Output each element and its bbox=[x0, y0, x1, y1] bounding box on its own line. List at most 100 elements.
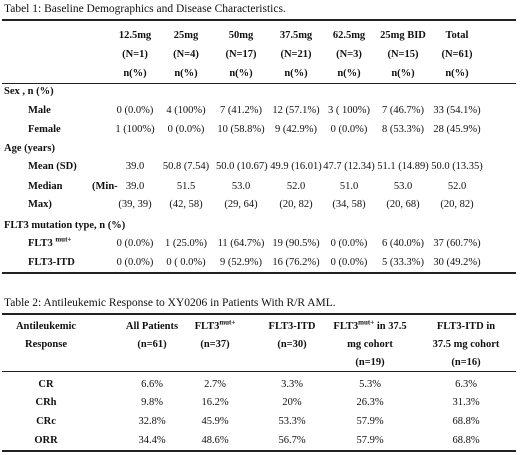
row-label: ORR bbox=[34, 435, 58, 446]
row-label: CRh bbox=[35, 397, 57, 408]
col-header-unit: n(%) bbox=[337, 68, 361, 79]
col-header-n: (N=17) bbox=[225, 49, 257, 60]
col-header-unit: n(%) bbox=[445, 68, 469, 79]
sex-section-label: Sex , n (%) bbox=[4, 86, 54, 97]
col-header-unit: n(%) bbox=[123, 68, 147, 79]
table1-caption: Tabel 1: Baseline Demographics and Disea… bbox=[4, 3, 286, 15]
col-header-dose: Total bbox=[445, 30, 469, 41]
table-cell: 53.0 bbox=[231, 181, 251, 192]
table-cell: 0 (0.0%) bbox=[116, 105, 154, 116]
col-header-unit: n(%) bbox=[229, 68, 253, 79]
table-cell: 5.3% bbox=[359, 379, 381, 390]
table-cell: 47.7 (12.34) bbox=[323, 161, 375, 172]
table-cell: 26.3% bbox=[356, 397, 384, 408]
table-cell: 50.8 (7.54) bbox=[162, 161, 210, 172]
table2-top-rule bbox=[2, 313, 516, 315]
table-cell: 2.7% bbox=[204, 379, 226, 390]
table-cell: 16.2% bbox=[201, 397, 229, 408]
table-cell: 9.8% bbox=[141, 397, 163, 408]
col-header-n: (N=21) bbox=[280, 49, 312, 60]
table-cell: (39, 39) bbox=[118, 199, 152, 210]
col-header-line1: FLT3-ITD in bbox=[436, 321, 496, 332]
table2-header-rule bbox=[2, 371, 516, 372]
table-cell: 48.6% bbox=[201, 435, 229, 446]
table-cell: 68.8% bbox=[452, 416, 480, 427]
table-cell: 5 (33.3%) bbox=[382, 257, 424, 268]
table-cell: 0 (0.0%) bbox=[330, 124, 368, 135]
col-header-line2: 37.5 mg cohort bbox=[432, 339, 500, 350]
table2-bottom-rule bbox=[2, 450, 516, 452]
table-cell: 51.1 (14.89) bbox=[377, 161, 429, 172]
table-cell: 20% bbox=[282, 397, 302, 408]
row-label: CR bbox=[38, 379, 54, 390]
table2-caption: Table 2: Antileukemic Response to XY0206… bbox=[4, 297, 336, 309]
table-cell: 45.9% bbox=[201, 416, 229, 427]
age-section-label: Age (years) bbox=[4, 143, 56, 154]
col-header-line1: FLT3mut+ bbox=[194, 318, 236, 332]
row-label: CRc bbox=[36, 416, 56, 427]
table-cell: 9 (42.9%) bbox=[275, 124, 317, 135]
col-header-line2: Response bbox=[24, 339, 67, 350]
table-cell: 51.5 bbox=[176, 181, 196, 192]
col-header-line2: (n=61) bbox=[137, 339, 167, 350]
table-cell: (20, 82) bbox=[279, 199, 313, 210]
table-cell: 12 (57.1%) bbox=[272, 105, 320, 116]
row-label-male: Male bbox=[28, 105, 51, 116]
table-cell: 31.3% bbox=[452, 397, 480, 408]
table-cell: 19 (90.5%) bbox=[272, 238, 320, 249]
table-cell: (20, 82) bbox=[440, 199, 474, 210]
table1-bottom-rule bbox=[2, 272, 516, 274]
col-header-n: (N=61) bbox=[441, 49, 473, 60]
row-label-female: Female bbox=[28, 124, 61, 135]
table-cell: 68.8% bbox=[452, 435, 480, 446]
table-cell: 6.6% bbox=[141, 379, 163, 390]
table-cell: 51.0 bbox=[339, 181, 359, 192]
table-cell: 6.3% bbox=[455, 379, 477, 390]
table-cell: 37 (60.7%) bbox=[433, 238, 481, 249]
table-cell: 57.9% bbox=[356, 416, 384, 427]
table-cell: 34.4% bbox=[138, 435, 166, 446]
col-header-line2: mg cohort bbox=[347, 339, 393, 350]
table-cell: 0 (0.0%) bbox=[330, 238, 368, 249]
table-cell: 39.0 bbox=[125, 161, 145, 172]
col-header-dose: 25mg BID bbox=[380, 30, 426, 41]
col-header-unit: n(%) bbox=[391, 68, 415, 79]
table-cell: 53.0 bbox=[393, 181, 413, 192]
table-cell: (42, 58) bbox=[169, 199, 203, 210]
col-header-n: (N=15) bbox=[387, 49, 419, 60]
table1-header-rule bbox=[2, 83, 516, 84]
table-cell: 28 (45.9%) bbox=[433, 124, 481, 135]
table-cell: 8 (53.3%) bbox=[382, 124, 424, 135]
table-cell: 33 (54.1%) bbox=[433, 105, 481, 116]
row-label-median: Median bbox=[28, 181, 63, 192]
table-cell: 16 (76.2%) bbox=[272, 257, 320, 268]
table-cell: 53.3% bbox=[278, 416, 306, 427]
table-cell: 39.0 bbox=[125, 181, 145, 192]
col-header-line1: FLT3mut+ in 37.5 bbox=[333, 318, 407, 332]
row-label-flt3-itd: FLT3-ITD bbox=[28, 257, 75, 268]
col-header-line2: (n=30) bbox=[277, 339, 307, 350]
col-header-dose: 62.5mg bbox=[332, 30, 366, 41]
table-cell: (29, 64) bbox=[224, 199, 258, 210]
table-cell: 3 ( 100%) bbox=[328, 105, 370, 116]
table-cell: 1 (100%) bbox=[115, 124, 155, 135]
row-label-flt3-mut: FLT3 mut+ bbox=[28, 235, 72, 249]
table-cell: 32.8% bbox=[138, 416, 166, 427]
table-cell: 30 (49.2%) bbox=[433, 257, 481, 268]
table-cell: 52.0 bbox=[286, 181, 306, 192]
table-cell: 0 (0.0%) bbox=[116, 257, 154, 268]
table-cell: 1 (25.0%) bbox=[165, 238, 207, 249]
col-header-dose: 50mg bbox=[228, 30, 254, 41]
col-header-line1: Antileukemic bbox=[15, 321, 77, 332]
table-cell: 7 (41.2%) bbox=[220, 105, 262, 116]
row-label-max: Max) bbox=[28, 199, 52, 210]
table-cell: (34, 58) bbox=[332, 199, 366, 210]
table-cell: 7 (46.7%) bbox=[382, 105, 424, 116]
table-cell: 4 (100%) bbox=[166, 105, 206, 116]
col-header-n: (N=4) bbox=[173, 49, 199, 60]
table1-top-rule bbox=[2, 19, 516, 21]
col-header-line3: (n=16) bbox=[451, 357, 481, 368]
col-header-dose: 12.5mg bbox=[118, 30, 152, 41]
col-header-dose: 37.5mg bbox=[279, 30, 313, 41]
col-header-line1: FLT3-ITD bbox=[268, 321, 316, 332]
